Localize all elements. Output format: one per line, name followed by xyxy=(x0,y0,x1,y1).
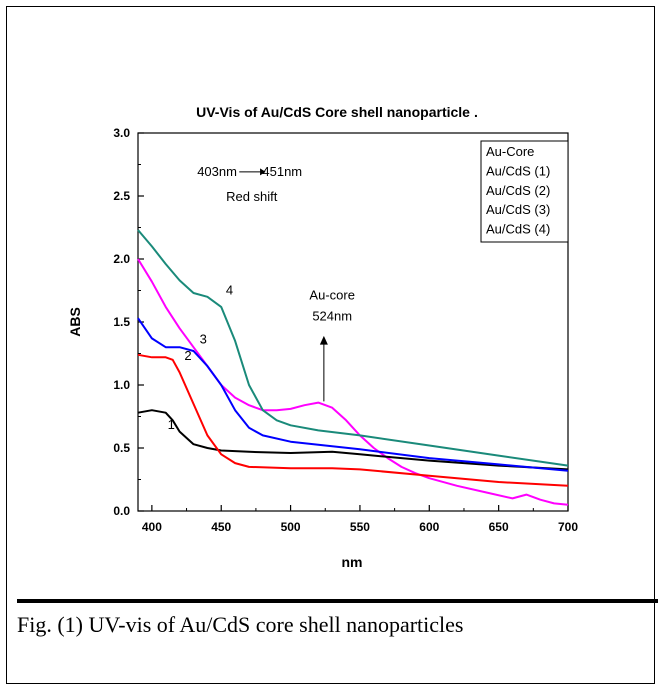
legend-entry: Au/CdS (3) xyxy=(486,202,550,217)
figure-caption: Fig. (1) UV-vis of Au/CdS core shell nan… xyxy=(17,612,464,637)
annotation-6: 524nm xyxy=(312,309,352,324)
annotation-2: 2 xyxy=(184,348,191,363)
x-tick-label: 500 xyxy=(281,520,301,534)
uv-vis-chart: UV-Vis of Au/CdS Core shell nanoparticle… xyxy=(67,104,578,570)
y-tick-label: 1.0 xyxy=(113,378,130,392)
y-tick-label: 3.0 xyxy=(113,126,130,140)
x-tick-label: 700 xyxy=(558,520,578,534)
annotation-9: Red shift xyxy=(226,189,278,204)
x-tick-label: 600 xyxy=(419,520,439,534)
annotation-7: 403nm xyxy=(197,164,237,179)
series-line-4 xyxy=(137,317,569,472)
figure-frame xyxy=(6,6,655,684)
red-shift-arrowhead xyxy=(260,168,266,176)
y-tick-label: 1.5 xyxy=(113,315,130,329)
x-tick-label: 450 xyxy=(211,520,231,534)
annotation-4: 4 xyxy=(226,282,233,297)
legend-entry: Au/CdS (1) xyxy=(486,163,550,178)
annotation-3: 3 xyxy=(200,331,207,346)
series-line-3 xyxy=(137,353,569,487)
annotation-1: 1 xyxy=(168,417,175,432)
annotation-5: Au-core xyxy=(309,287,355,302)
x-tick-label: 550 xyxy=(350,520,370,534)
caption-rule xyxy=(17,599,658,603)
series-line-2 xyxy=(137,409,569,471)
y-tick-label: 0.0 xyxy=(113,504,130,518)
legend-entry: Au/CdS (2) xyxy=(486,183,550,198)
y-tick-label: 2.5 xyxy=(113,189,130,203)
y-axis-label: ABS xyxy=(67,307,83,337)
series-line-5 xyxy=(137,229,569,467)
au-core-arrowhead xyxy=(319,335,328,345)
y-tick-label: 0.5 xyxy=(113,441,130,455)
legend-box xyxy=(480,140,569,243)
x-axis-label: nm xyxy=(342,554,363,570)
x-tick-label: 650 xyxy=(489,520,509,534)
y-tick-label: 2.0 xyxy=(113,252,130,266)
legend-entry: Au-Core xyxy=(486,144,534,159)
annotation-8: 451nm xyxy=(262,164,302,179)
legend-entry: Au/CdS (4) xyxy=(486,222,550,237)
legend: Au-Core Au/CdS (1) Au/CdS (2) Au/CdS (3) Au/… xyxy=(480,140,569,243)
x-tick-label: 400 xyxy=(142,520,162,534)
chart-title: UV-Vis of Au/CdS Core shell nanoparticle… xyxy=(196,104,478,120)
